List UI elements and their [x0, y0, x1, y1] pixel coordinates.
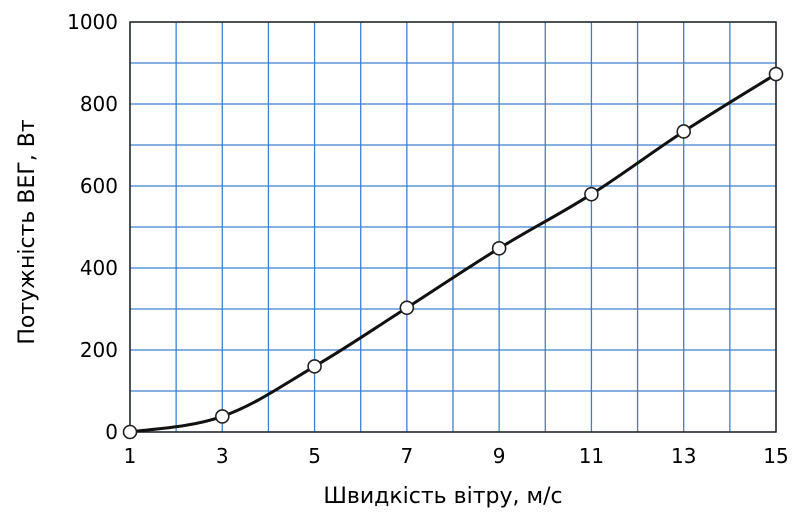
data-point	[676, 124, 692, 139]
y-tick-label: 400	[80, 256, 118, 280]
y-tick-label: 1000	[67, 10, 118, 34]
data-point	[491, 241, 507, 256]
x-tick-label: 5	[308, 444, 321, 468]
y-tick-label: 200	[80, 338, 118, 362]
y-tick-label: 0	[105, 420, 118, 444]
x-tick-label: 15	[763, 444, 788, 468]
x-tick-label: 11	[579, 444, 604, 468]
x-tick-label: 7	[400, 444, 413, 468]
x-axis-title: Швидкість вітру, м/с	[323, 484, 562, 509]
data-point	[768, 66, 784, 82]
data-point	[214, 409, 230, 424]
y-tick-label: 800	[80, 92, 118, 116]
gridlines	[129, 21, 777, 433]
data-point	[122, 424, 138, 440]
x-axis-tick-labels: 1 3 5 7 9 11 13 15	[124, 444, 789, 468]
y-axis-title: Потужність ВЕГ, Вт	[15, 119, 40, 345]
plot-frame	[129, 21, 777, 433]
x-tick-label: 13	[671, 444, 696, 468]
data-point-markers	[122, 66, 784, 440]
x-tick-label: 3	[216, 444, 229, 468]
data-point	[399, 300, 415, 316]
data-point	[307, 359, 322, 374]
series-line	[128, 72, 778, 434]
data-point	[584, 186, 599, 202]
x-tick-label: 9	[493, 444, 506, 468]
y-tick-label: 600	[80, 174, 118, 198]
y-axis-tick-labels: 0 200 400 600 800 1000	[67, 10, 118, 444]
x-tick-label: 1	[124, 444, 137, 468]
